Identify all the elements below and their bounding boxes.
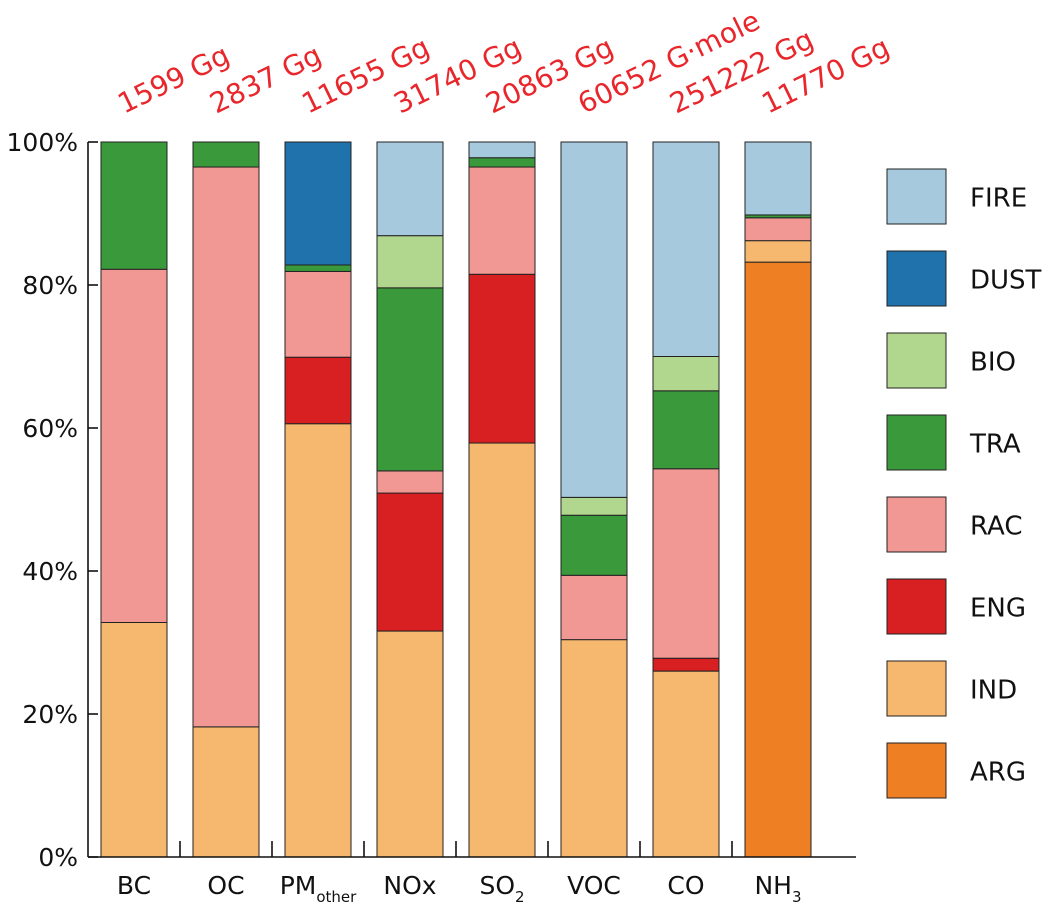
category-label-2: OC	[207, 871, 244, 900]
bar-segment-eng-3	[284, 356, 352, 425]
bar-segment-tra-2	[192, 141, 260, 168]
bar-segment-tra-1	[100, 141, 168, 270]
legend-swatch-bio	[886, 332, 947, 389]
legend-swatch-fire	[886, 168, 947, 225]
bar-segment-tra-6	[560, 514, 628, 576]
bar-segment-ind-4	[376, 630, 444, 858]
y-tick-label-60: 60%	[22, 414, 78, 443]
legend-swatch-eng	[886, 578, 947, 635]
bar-segment-rac-1	[100, 268, 168, 623]
category-label-1: BC	[117, 871, 151, 900]
bar-segment-ind-7	[652, 670, 720, 858]
bar-segment-fire-6	[560, 141, 628, 498]
category-label-3: PMother	[280, 871, 357, 906]
bar-segment-tra-4	[376, 287, 444, 472]
bar-segment-ind-1	[100, 621, 168, 858]
axes-layer	[87, 141, 856, 858]
bar-segment-ind-2	[192, 726, 260, 858]
bar-segment-rac-5	[468, 166, 536, 275]
category-label-8: NH3	[754, 871, 801, 906]
legend-swatch-arg	[886, 742, 947, 799]
bar-segment-rac-6	[560, 574, 628, 641]
bar-segment-rac-2	[192, 166, 260, 728]
bar-segment-arg-8	[744, 261, 812, 858]
bar-segment-dust-3	[284, 141, 352, 266]
bar-segment-eng-5	[468, 273, 536, 444]
legend-label-dust: DUST	[970, 266, 1042, 296]
y-tick-label-40: 40%	[22, 557, 78, 586]
legend: FIRE DUST BIO TRA RAC ENG IND ARG	[886, 168, 1042, 799]
y-tick-label-0: 0%	[38, 843, 78, 872]
bar-segment-rac-7	[652, 468, 720, 659]
bar-segment-tra-3	[284, 264, 352, 272]
legend-label-rac: RAC	[970, 512, 1023, 542]
bar-segment-fire-8	[744, 141, 812, 216]
bar-segment-rac-4	[376, 470, 444, 494]
bar-segment-eng-4	[376, 492, 444, 632]
legend-label-bio: BIO	[970, 348, 1016, 378]
category-label-5: SO2	[479, 871, 524, 906]
bar-segment-fire-5	[468, 141, 536, 159]
legend-swatch-ind	[886, 660, 947, 717]
bar-segment-eng-7	[652, 657, 720, 672]
y-tick-label-100: 100%	[7, 128, 78, 157]
legend-label-ind: IND	[970, 676, 1017, 706]
bars-layer	[100, 141, 812, 858]
legend-swatch-tra	[886, 414, 947, 471]
bar-segment-fire-7	[652, 141, 720, 357]
legend-swatch-rac	[886, 496, 947, 553]
y-tick-label-20: 20%	[22, 700, 78, 729]
category-label-4: NOx	[383, 871, 436, 900]
bar-segment-fire-4	[376, 141, 444, 237]
bar-segment-bio-7	[652, 356, 720, 392]
legend-swatch-dust	[886, 250, 947, 307]
bar-segment-ind-8	[744, 240, 812, 263]
bar-segment-tra-7	[652, 390, 720, 470]
bar-segment-bio-6	[560, 496, 628, 516]
legend-label-arg: ARG	[970, 758, 1026, 788]
category-label-7: CO	[667, 871, 704, 900]
bar-segment-ind-3	[284, 423, 352, 858]
legend-label-tra: TRA	[969, 430, 1021, 460]
category-label-6: VOC	[567, 871, 621, 900]
bar-segment-rac-8	[744, 217, 812, 242]
bar-segment-bio-4	[376, 235, 444, 289]
legend-label-eng: ENG	[970, 594, 1026, 624]
bar-segment-ind-5	[468, 442, 536, 858]
legend-label-fire: FIRE	[970, 184, 1027, 214]
bar-segment-rac-3	[284, 270, 352, 358]
bar-segment-tra-5	[468, 157, 536, 168]
y-tick-label-80: 80%	[22, 271, 78, 300]
bar-segment-ind-6	[560, 639, 628, 858]
